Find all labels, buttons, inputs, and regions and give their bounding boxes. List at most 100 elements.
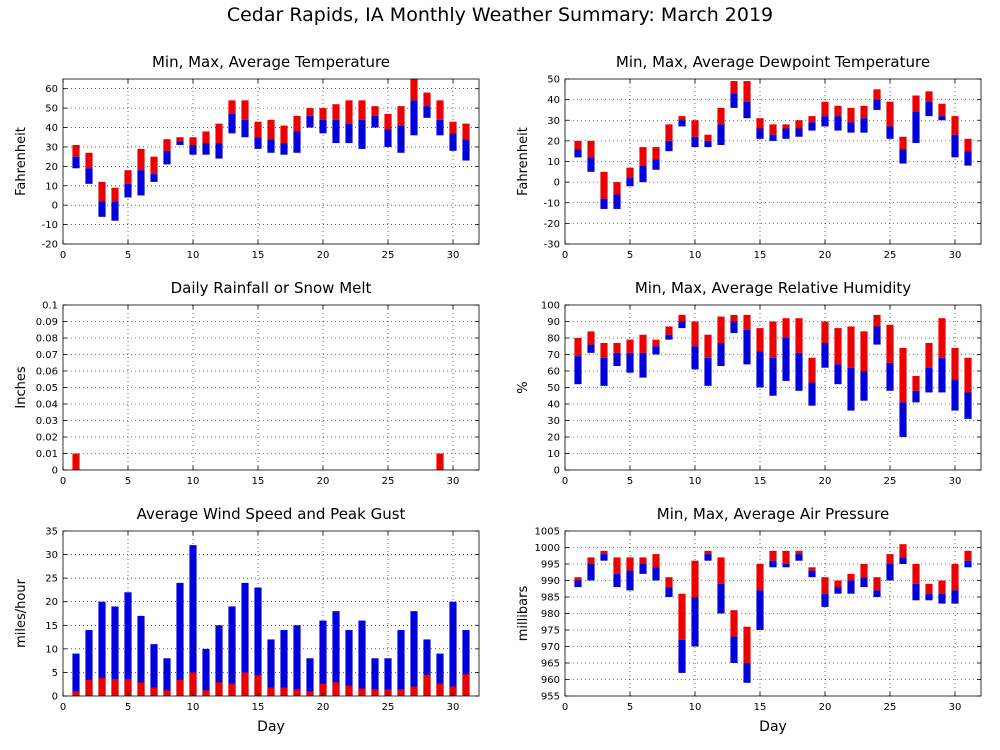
bar-lower-day-9 xyxy=(678,639,686,673)
bar-lower-day-25 xyxy=(886,126,894,139)
bar-lower-day-6 xyxy=(639,352,647,378)
x-tick-label: 25 xyxy=(382,250,395,261)
bar-upper-day-23 xyxy=(358,100,366,120)
bar-upper-day-14 xyxy=(743,626,751,663)
x-tick-label: 5 xyxy=(627,702,633,713)
bar-upper-day-7 xyxy=(652,339,660,347)
bar-upper-day-1 xyxy=(574,577,582,581)
bar-lower-day-19 xyxy=(306,115,314,128)
bar-lower-day-26 xyxy=(899,402,907,437)
bar-upper-day-22 xyxy=(847,573,855,581)
bar-upper-day-17 xyxy=(782,550,790,564)
chart-title: Min, Max, Average Dewpoint Temperature xyxy=(616,53,930,71)
x-tick-label: 20 xyxy=(317,702,330,713)
bar-upper-day-16 xyxy=(769,124,777,135)
x-tick-label: 15 xyxy=(252,702,265,713)
bar-upper-day-30 xyxy=(951,116,959,135)
bar-upper-day-9 xyxy=(678,593,686,640)
avg-bar-day-6 xyxy=(137,682,145,696)
y-tick-label: 980 xyxy=(541,609,560,620)
bar-lower-day-24 xyxy=(873,590,881,597)
bar-lower-day-21 xyxy=(332,119,340,144)
bar-lower-day-1 xyxy=(72,156,80,169)
x-tick-label: 30 xyxy=(447,476,460,487)
bar-upper-day-30 xyxy=(951,347,959,380)
x-tick-label: 30 xyxy=(949,250,962,261)
bar-upper-day-4 xyxy=(111,187,119,202)
y-tick-label: 0 xyxy=(554,178,560,189)
bar-lower-day-17 xyxy=(782,564,790,568)
bar-lower-day-23 xyxy=(860,118,868,133)
avg-bar-day-1 xyxy=(72,691,80,696)
gust-bar-day-19 xyxy=(306,658,314,696)
bar-lower-day-15 xyxy=(756,351,764,388)
gust-bar-day-20 xyxy=(319,620,327,696)
bar-upper-day-31 xyxy=(964,357,972,393)
bar-upper-day-2 xyxy=(85,152,93,169)
bar-lower-day-11 xyxy=(704,357,712,386)
bar-upper-day-26 xyxy=(397,106,405,126)
bar-upper-day-21 xyxy=(834,105,842,117)
chart-temp: Min, Max, Average Temperature -20 -10 0 10 20… xyxy=(14,53,480,261)
bar-upper-day-3 xyxy=(98,181,106,202)
bar-upper-day-8 xyxy=(665,124,673,141)
x-tick-label: 20 xyxy=(819,250,832,261)
bar-upper-day-22 xyxy=(345,100,353,124)
y-tick-label: 985 xyxy=(541,593,560,604)
y-axis-label: % xyxy=(516,381,531,393)
bar-lower-day-18 xyxy=(795,554,803,561)
bar-upper-day-18 xyxy=(795,550,803,555)
bar-upper-day-8 xyxy=(163,139,171,151)
y-tick-label: 50 xyxy=(547,383,560,394)
bar-lower-day-20 xyxy=(821,342,829,368)
bar-upper-day-31 xyxy=(964,550,972,561)
bar-upper-day-22 xyxy=(847,107,855,123)
bar-day-1 xyxy=(72,453,80,470)
bar-lower-day-29 xyxy=(436,119,444,136)
plot-frame xyxy=(62,78,480,245)
bar-upper-day-25 xyxy=(886,101,894,127)
avg-bar-day-27 xyxy=(410,686,418,696)
chart-title: Min, Max, Average Temperature xyxy=(152,53,390,71)
bar-upper-day-15 xyxy=(254,121,262,138)
bar-lower-day-8 xyxy=(163,150,171,165)
gust-bar-day-10 xyxy=(189,545,197,696)
bar-lower-day-14 xyxy=(743,329,751,365)
x-tick-label: 20 xyxy=(819,702,832,713)
bar-lower-day-8 xyxy=(665,334,673,340)
bar-lower-day-15 xyxy=(254,137,262,149)
x-tick-label: 25 xyxy=(382,476,395,487)
bar-lower-day-26 xyxy=(397,125,405,153)
bar-lower-day-4 xyxy=(613,352,621,367)
bar-upper-day-27 xyxy=(912,375,920,391)
bar-lower-day-8 xyxy=(665,587,673,597)
gust-bar-day-13 xyxy=(228,606,236,696)
x-tick-label: 5 xyxy=(125,476,131,487)
bar-upper-day-8 xyxy=(665,577,673,588)
y-tick-label: 0 xyxy=(52,466,58,477)
bar-lower-day-19 xyxy=(808,570,816,578)
bar-lower-day-19 xyxy=(808,382,816,406)
bar-lower-day-29 xyxy=(938,593,946,604)
bar-upper-day-22 xyxy=(847,326,855,368)
y-tick-label: 0.08 xyxy=(36,334,58,345)
chart-title: Min, Max, Average Relative Humidity xyxy=(635,279,911,297)
avg-bar-day-26 xyxy=(397,689,405,696)
y-tick-label: 20 xyxy=(45,162,58,173)
y-tick-label: 30 xyxy=(547,116,560,127)
bar-lower-day-10 xyxy=(691,136,699,148)
bar-upper-day-13 xyxy=(730,610,738,637)
bar-upper-day-7 xyxy=(150,156,158,175)
avg-bar-day-31 xyxy=(462,674,470,696)
y-tick-label: 60 xyxy=(547,367,560,378)
y-tick-label: 0 xyxy=(52,201,58,212)
gust-bar-day-8 xyxy=(163,658,171,696)
bar-upper-day-3 xyxy=(600,342,608,358)
bar-lower-day-31 xyxy=(462,139,470,161)
bar-upper-day-21 xyxy=(332,104,340,120)
bar-upper-day-6 xyxy=(639,334,647,353)
bar-upper-day-7 xyxy=(652,147,660,160)
bar-lower-day-2 xyxy=(587,344,595,353)
avg-bar-day-9 xyxy=(176,679,184,696)
bar-upper-day-28 xyxy=(423,92,431,107)
